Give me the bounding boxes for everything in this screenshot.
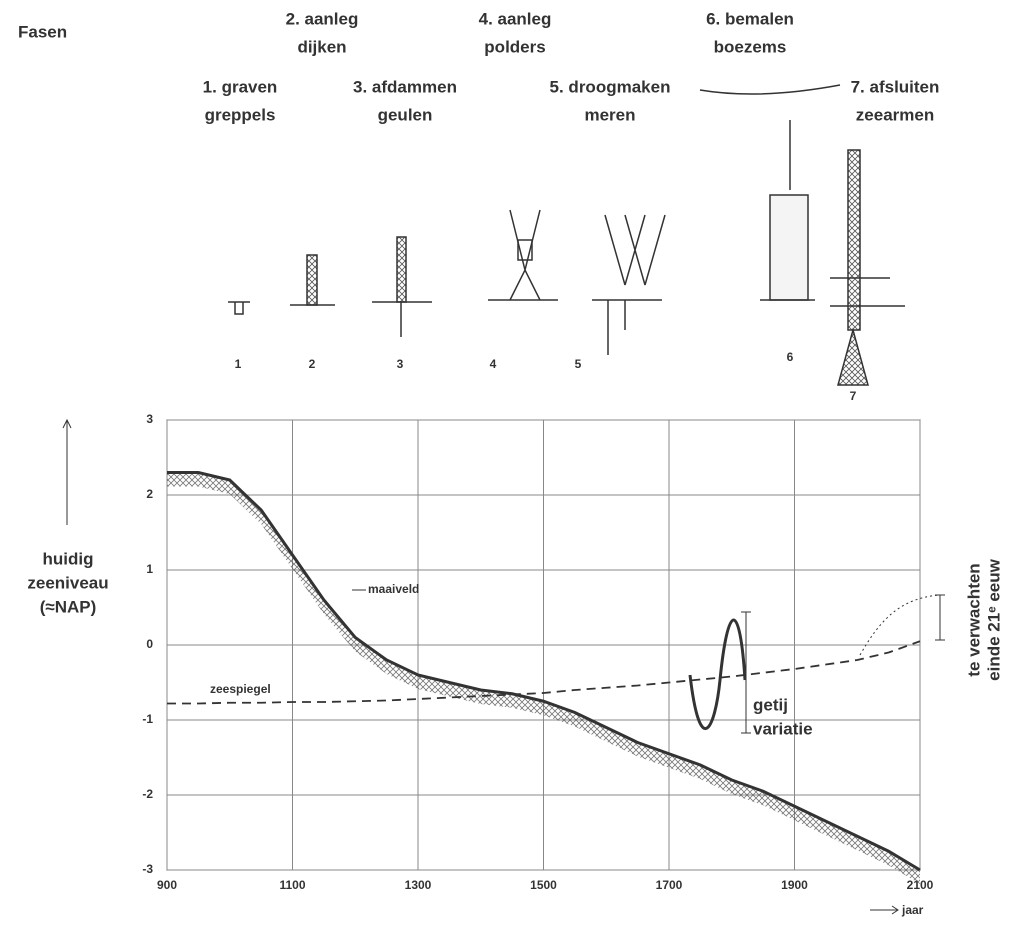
phase-title: 6. bemalen (706, 9, 794, 28)
phase-title: meren (584, 105, 635, 124)
phase-title: 2. aanleg (286, 9, 359, 28)
phase-number: 1 (235, 357, 242, 371)
phase-title: 1. graven (203, 77, 278, 96)
annotation: te verwachten (964, 563, 983, 676)
y-tick-label: -3 (142, 862, 153, 876)
phase-title: 4. aanleg (479, 9, 552, 28)
phase-title: greppels (205, 105, 276, 124)
phase-number: 3 (397, 357, 404, 371)
x-axis-label: jaar (901, 903, 924, 917)
y-axis-label: (≈NAP) (40, 597, 97, 616)
y-tick-label: 0 (146, 637, 153, 651)
x-tick-label: 2100 (907, 878, 934, 892)
phase-title: 7. afsluiten (851, 77, 940, 96)
y-tick-label: 2 (146, 487, 153, 501)
y-axis-label: zeeniveau (27, 573, 108, 592)
y-tick-label: -2 (142, 787, 153, 801)
phase-number: 5 (575, 357, 582, 371)
x-tick-label: 1500 (530, 878, 557, 892)
y-tick-label: -1 (142, 712, 153, 726)
phase-number: 2 (309, 357, 316, 371)
expected-bracket (935, 595, 945, 640)
x-tick-label: 1100 (279, 878, 305, 892)
phase-title: geulen (378, 105, 433, 124)
phase-title: zeearmen (856, 105, 934, 124)
tide-curve (690, 620, 745, 729)
heading: Fasen (18, 22, 67, 41)
annotation: zeespiegel (210, 682, 271, 696)
annotation: einde 21ᵉ eeuw (984, 558, 1003, 680)
annotation: maaiveld (368, 582, 419, 596)
phase-number: 4 (490, 357, 497, 371)
x-axis-arrow (870, 906, 898, 914)
y-tick-label: 3 (146, 412, 153, 426)
phase-title: 5. droogmaken (550, 77, 671, 96)
figure: Fasen 1. graven greppels 1 2. aanleg dijken 2 3… (0, 0, 1012, 927)
annotation: getij (753, 695, 788, 714)
y-tick-label: 1 (146, 562, 153, 576)
x-tick-label: 1900 (781, 878, 808, 892)
x-tick-label: 1700 (656, 878, 683, 892)
phase-number: 6 (787, 350, 794, 364)
y-axis-label: huidig (43, 549, 94, 568)
expected-curve (860, 595, 940, 655)
phase-title: dijken (297, 37, 346, 56)
annotation: variatie (753, 719, 813, 738)
phase-title: boezems (714, 37, 787, 56)
x-tick-label: 900 (157, 878, 177, 892)
phase-title: 3. afdammen (353, 77, 457, 96)
phase-title: polders (484, 37, 545, 56)
phase-number: 7 (850, 389, 857, 403)
illustrations (228, 85, 905, 385)
x-tick-label: 1300 (405, 878, 432, 892)
tide-bracket (741, 612, 751, 733)
